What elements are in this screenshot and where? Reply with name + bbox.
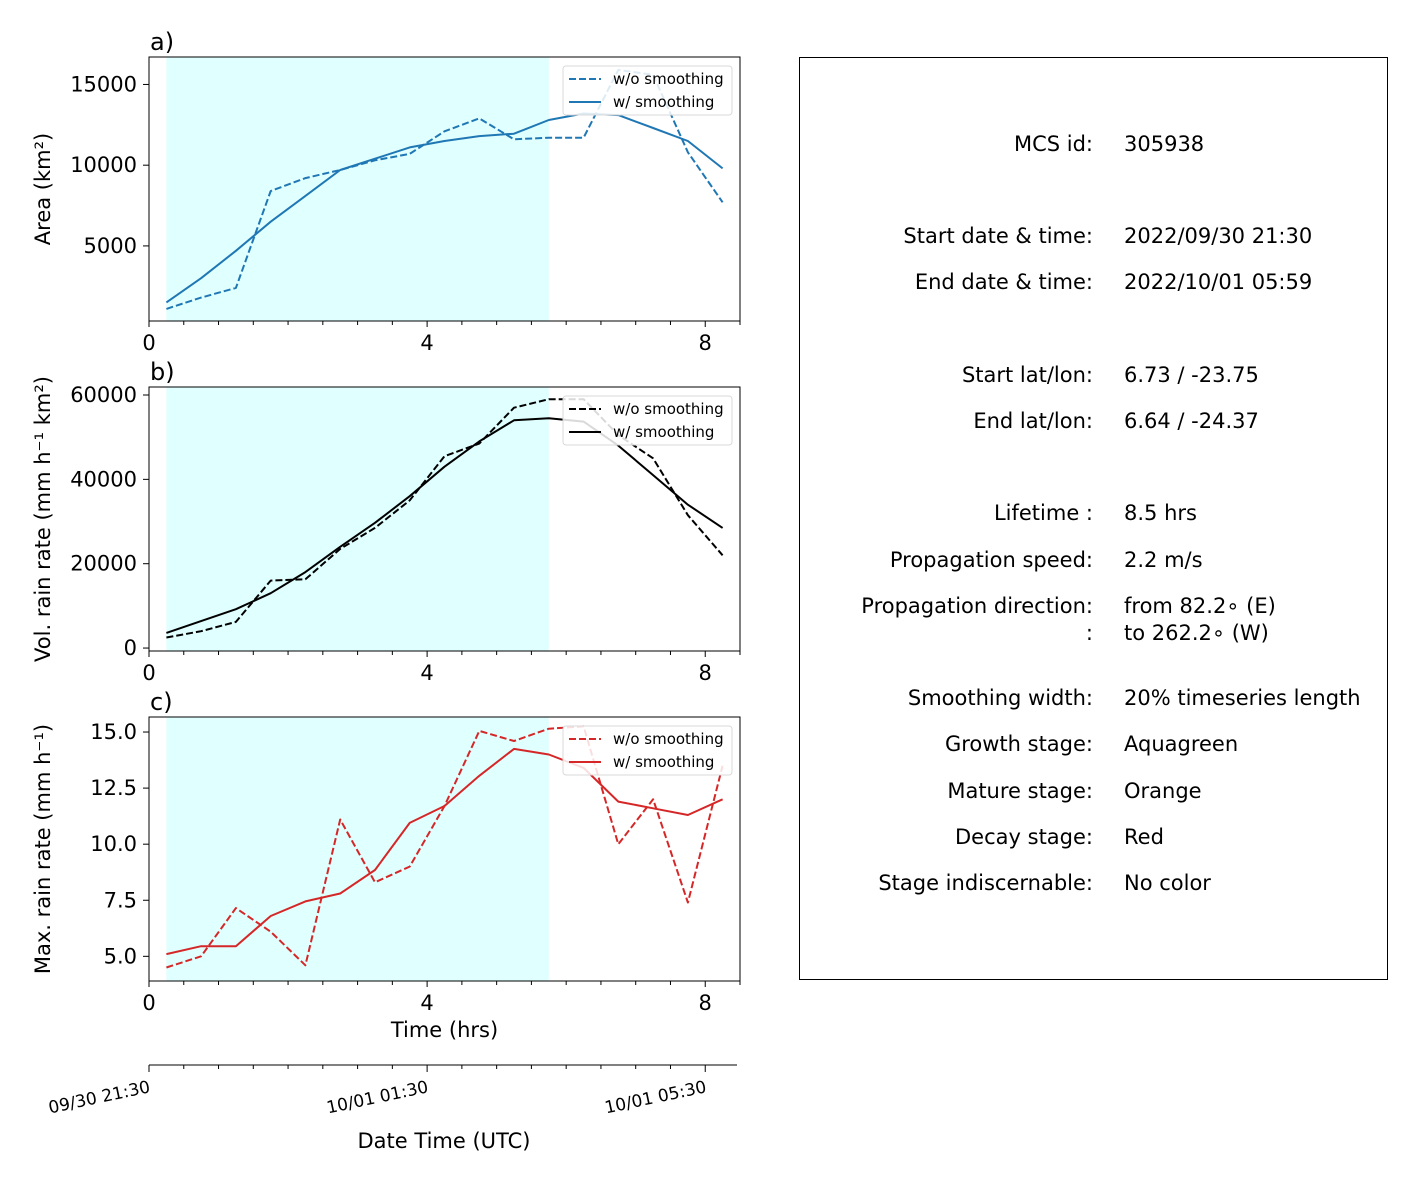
- y-tick-label: 10.0: [90, 832, 137, 856]
- info-label: Propagation speed:: [889, 548, 1093, 572]
- y-tick-label: 5.0: [104, 944, 137, 968]
- info-value: No color: [1124, 871, 1211, 895]
- series-smooth-line: [165, 112, 724, 304]
- date-axis: 09/30 21:30 10/01 01:30 10/01 05:30 Date Ti…: [47, 1064, 737, 1153]
- x-tick-label: 8: [699, 991, 712, 1015]
- info-label: Lifetime :: [993, 501, 1093, 525]
- legend-box: [562, 395, 733, 446]
- info-value: 2022/09/30 21:30: [1124, 224, 1313, 248]
- y-axis-label: Vol. rain rate (mm h⁻¹ km²): [31, 376, 55, 662]
- x-tick-label: 4: [420, 991, 433, 1015]
- y-tick-label: 20000: [70, 552, 137, 576]
- info-value: 2.2 m/s: [1124, 548, 1203, 572]
- info-label: Growth stage:: [944, 732, 1093, 756]
- info-value: 20% timeseries length: [1124, 686, 1361, 710]
- info-value: Aquagreen: [1124, 732, 1239, 756]
- legend-label: w/o smoothing: [613, 400, 724, 418]
- info-panel: [799, 57, 1388, 980]
- x-tick-label: 0: [142, 991, 155, 1015]
- series-smooth-line: [166, 747, 724, 956]
- growth-stage-shade: [166, 387, 549, 651]
- axes-frame: [148, 56, 741, 322]
- info-label: Start date & time:: [903, 224, 1093, 248]
- legend-label: w/ smoothing: [613, 93, 714, 111]
- panel-label: c): [150, 688, 173, 716]
- y-tick-label: 40000: [70, 467, 137, 491]
- y-tick-label: 12.5: [90, 776, 137, 800]
- info-value: 6.64 / -24.37: [1124, 409, 1259, 433]
- info-value: to 262.2∘ (W): [1124, 621, 1269, 645]
- info-label: MCS id:: [1013, 132, 1093, 156]
- y-tick-label: 10000: [70, 153, 137, 177]
- y-tick-label: 15000: [70, 72, 137, 96]
- legend-box: [562, 65, 733, 116]
- axes-frame: [148, 716, 741, 982]
- panel-c: 0 4 8 5.0 7.5 10.0 12.5 15.0 c) Max. rain rate (m…: [31, 688, 741, 1042]
- info-label: End date & time:: [914, 270, 1093, 294]
- info-value: Orange: [1124, 779, 1202, 803]
- axes-frame: [148, 386, 741, 652]
- info-value: 8.5 hrs: [1124, 501, 1197, 525]
- legend: w/o smoothing w/ smoothing: [562, 395, 733, 446]
- x-tick-label: 0: [142, 331, 155, 355]
- series-smooth-line: [166, 417, 724, 634]
- legend-box: [562, 725, 733, 776]
- y-tick-label: 7.5: [104, 888, 137, 912]
- y-tick-label: 60000: [70, 383, 137, 407]
- info-value: 2022/10/01 05:59: [1124, 270, 1313, 294]
- legend-label: w/ smoothing: [613, 423, 714, 441]
- legend-label: w/ smoothing: [613, 753, 714, 771]
- date-tick-label: 09/30 21:30: [47, 1077, 152, 1118]
- panel-b: 0 4 8 0 20000 40000 60000 b) Vol. rain rate (mm …: [31, 358, 741, 685]
- info-label: Decay stage:: [955, 825, 1093, 849]
- y-axis-label: Max. rain rate (mm h⁻¹): [31, 724, 55, 974]
- y-tick-label: 15.0: [90, 720, 137, 744]
- info-value: 305938: [1124, 132, 1205, 156]
- x-axis-label: Time (hrs): [390, 1018, 498, 1042]
- x-tick-label: 8: [699, 661, 712, 685]
- date-tick-label: 10/01 05:30: [603, 1077, 708, 1118]
- x-tick-label: 8: [699, 331, 712, 355]
- x-tick-label: 4: [420, 661, 433, 685]
- panel-a: 0 4 8 5000 10000 15000 a) Area (km²) w/o smoothi…: [31, 28, 741, 355]
- legend: w/o smoothing w/ smoothing: [562, 725, 733, 776]
- info-value: Red: [1124, 825, 1164, 849]
- info-value: from 82.2∘ (E): [1124, 594, 1276, 618]
- info-value: 6.73 / -23.75: [1124, 363, 1259, 387]
- x-tick-label: 0: [142, 661, 155, 685]
- panel-label: a): [150, 28, 174, 56]
- y-tick-label: 0: [124, 636, 137, 660]
- y-axis-label: Area (km²): [31, 133, 55, 245]
- info-label: :: [1085, 621, 1093, 645]
- info-label: Smoothing width:: [907, 686, 1093, 710]
- legend-label: w/o smoothing: [613, 730, 724, 748]
- x-tick-label: 4: [420, 331, 433, 355]
- info-label: End lat/lon:: [973, 409, 1093, 433]
- panel-label: b): [150, 358, 175, 386]
- legend: w/o smoothing w/ smoothing: [562, 65, 733, 116]
- growth-stage-shade: [166, 57, 549, 321]
- y-tick-label: 5000: [84, 234, 137, 258]
- legend-label: w/o smoothing: [613, 70, 724, 88]
- date-axis-label: Date Time (UTC): [358, 1129, 531, 1153]
- info-label: Mature stage:: [947, 779, 1093, 803]
- info-label: Start lat/lon:: [961, 363, 1093, 387]
- info-label: Propagation direction:: [861, 594, 1093, 618]
- date-tick-label: 10/01 01:30: [325, 1077, 430, 1118]
- info-label: Stage indiscernable:: [878, 871, 1093, 895]
